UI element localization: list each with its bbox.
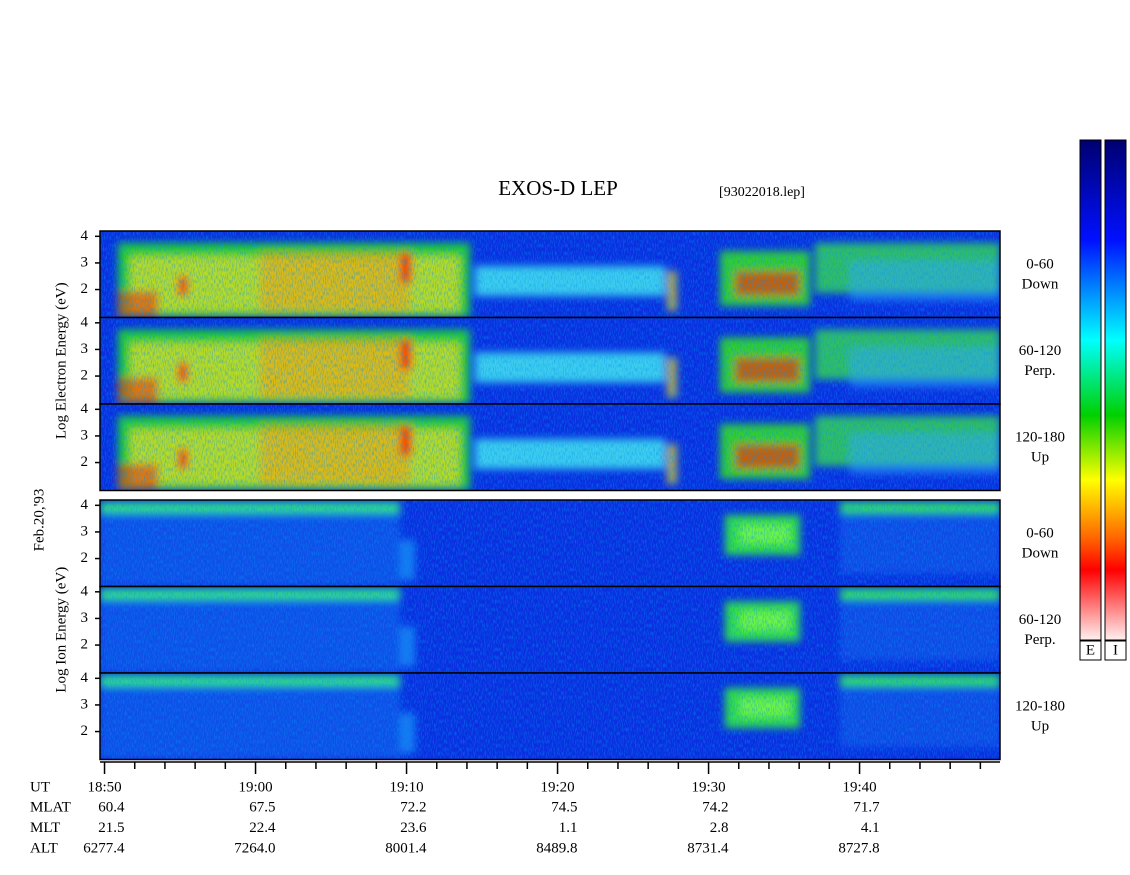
ephemeris-value: 60.4 xyxy=(98,799,125,815)
ephemeris-value: 21.5 xyxy=(98,820,124,836)
panel-sublabel: Up xyxy=(1031,718,1049,734)
y-tick-label: 3 xyxy=(81,254,89,270)
time-axis-name: UT xyxy=(30,779,50,795)
ephemeris-value: 2.8 xyxy=(710,820,729,836)
x-tick-label: 19:30 xyxy=(691,779,725,795)
y-tick-label: 3 xyxy=(81,427,89,443)
y-axis-label: Log Ion Energy (eV) xyxy=(53,567,69,693)
spectrogram xyxy=(100,404,1000,491)
ephemeris-value: 8727.8 xyxy=(838,840,879,856)
ephemeris-value: 72.2 xyxy=(400,799,426,815)
panel-sublabel: Down xyxy=(1022,545,1059,561)
colorbar xyxy=(1104,139,1127,641)
ephemeris-value: 22.4 xyxy=(249,820,276,836)
panel-frame xyxy=(99,403,1001,492)
ephemeris-value: 8731.4 xyxy=(687,840,729,856)
ephemeris-name: MLT xyxy=(30,820,60,836)
panel-frame xyxy=(99,672,1001,761)
x-tick-label: 18:50 xyxy=(87,779,121,795)
y-tick-label: 2 xyxy=(81,281,89,297)
noise xyxy=(100,586,1000,673)
y-tick-label: 2 xyxy=(81,636,89,652)
x-tick-label: 19:40 xyxy=(842,779,876,795)
y-tick-label: 2 xyxy=(81,550,89,566)
ephemeris-value: 1.1 xyxy=(559,820,578,836)
y-tick-label: 3 xyxy=(81,696,89,712)
colorbar-label-box xyxy=(1079,640,1102,661)
y-tick-label: 4 xyxy=(81,497,89,513)
ephemeris-name: ALT xyxy=(30,840,58,856)
y-tick-label: 2 xyxy=(81,454,89,470)
x-tick-label: 19:10 xyxy=(389,779,423,795)
panel-label: 60-120 xyxy=(1019,343,1062,359)
noise xyxy=(100,404,1000,491)
panel-sublabel: Down xyxy=(1022,276,1059,292)
y-tick-label: 4 xyxy=(81,670,89,686)
colorbar-label: E xyxy=(1086,642,1095,658)
colorbar xyxy=(1079,139,1102,641)
y-tick-label: 4 xyxy=(81,583,89,599)
title: EXOS-D LEP xyxy=(498,176,618,200)
ephemeris-value: 67.5 xyxy=(249,799,275,815)
ephemeris-value: 4.1 xyxy=(861,820,880,836)
y-axis-label: Log Electron Energy (eV) xyxy=(53,282,69,439)
ephemeris-value: 23.6 xyxy=(400,820,427,836)
y-tick-label: 3 xyxy=(81,610,89,626)
ephemeris-value: 71.7 xyxy=(853,799,880,815)
spectrogram xyxy=(100,673,1000,760)
ephemeris-name: MLAT xyxy=(30,799,71,815)
y-tick-label: 2 xyxy=(81,367,89,383)
date-label: Feb.20,'93 xyxy=(31,489,47,552)
y-tick-label: 2 xyxy=(81,723,89,739)
x-tick-label: 19:00 xyxy=(238,779,272,795)
y-tick-label: 3 xyxy=(81,523,89,539)
ephemeris-value: 8489.8 xyxy=(536,840,577,856)
colorbar-label: I xyxy=(1113,642,1118,658)
file-name: [93022018.lep] xyxy=(719,185,805,200)
panel-label: 60-120 xyxy=(1019,612,1062,628)
ephemeris-value: 8001.4 xyxy=(385,840,427,856)
y-tick-label: 4 xyxy=(81,401,89,417)
ephemeris-value: 74.2 xyxy=(702,799,728,815)
panel-sublabel: Perp. xyxy=(1024,363,1055,379)
panel-sublabel: Perp. xyxy=(1024,632,1055,648)
spectrogram xyxy=(100,500,1000,587)
spectrogram xyxy=(100,586,1000,673)
y-tick-label: 4 xyxy=(81,228,89,244)
ephemeris-value: 6277.4 xyxy=(83,840,125,856)
panel-sublabel: Up xyxy=(1031,449,1049,465)
ephemeris-value: 7264.0 xyxy=(234,840,275,856)
noise xyxy=(100,317,1000,404)
panel-label: 0-60 xyxy=(1026,256,1054,272)
x-tick-label: 19:20 xyxy=(540,779,574,795)
panel-label: 120-180 xyxy=(1015,698,1065,714)
noise xyxy=(100,231,1000,318)
panel-label: 120-180 xyxy=(1015,429,1065,445)
spectrogram xyxy=(100,317,1000,404)
noise xyxy=(100,500,1000,587)
ephemeris-value: 74.5 xyxy=(551,799,577,815)
noise xyxy=(100,673,1000,760)
colorbar-label-box xyxy=(1104,640,1127,661)
spectrogram xyxy=(100,231,1000,318)
panel-label: 0-60 xyxy=(1026,525,1054,541)
y-tick-label: 3 xyxy=(81,341,89,357)
y-tick-label: 4 xyxy=(81,314,89,330)
